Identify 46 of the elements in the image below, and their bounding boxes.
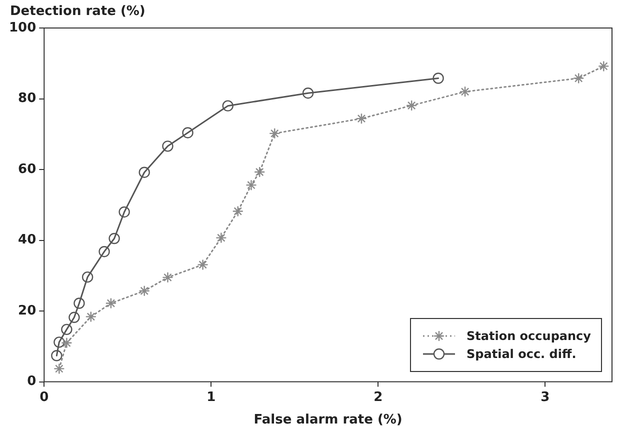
point [406,100,418,112]
point [356,112,368,124]
point [302,88,314,99]
x-tick-label: 0 [40,390,49,405]
x-tick-label: 3 [540,390,550,405]
y-tick-label: 60 [18,162,36,177]
point [246,179,257,191]
y-tick-label: 80 [18,91,36,106]
point [61,324,72,336]
point [138,166,150,178]
point [232,206,244,217]
point [54,336,65,348]
point [54,363,65,374]
point [118,206,130,218]
y-tick-label: 40 [18,232,36,248]
point [108,232,120,244]
y-tick-label: 20 [18,303,36,318]
point [197,259,208,270]
legend-label: Spatial occ. diff. [466,346,576,361]
point [222,100,234,112]
point [74,298,85,309]
point [162,272,174,284]
point [459,86,471,98]
point [98,246,110,258]
x-tick-label: 1 [206,390,216,405]
x-tick-label: 2 [374,390,383,405]
point [598,60,610,72]
point [162,140,174,152]
y-axis-title: Detection rate (%) [10,4,146,19]
point [254,166,266,178]
point [68,312,80,324]
point [216,232,227,244]
x-axis-title: False alarm rate (%) [254,412,402,428]
y-tick-label: 100 [8,20,36,36]
point [572,72,584,84]
point [61,337,72,348]
y-tick-label: 0 [27,374,36,390]
point [105,298,117,309]
point [51,350,62,362]
point [269,128,280,140]
point [182,127,194,138]
point [85,311,96,322]
legend-label: Station occupancy [466,328,591,343]
point [138,285,150,296]
point [82,271,94,283]
point [432,72,444,84]
